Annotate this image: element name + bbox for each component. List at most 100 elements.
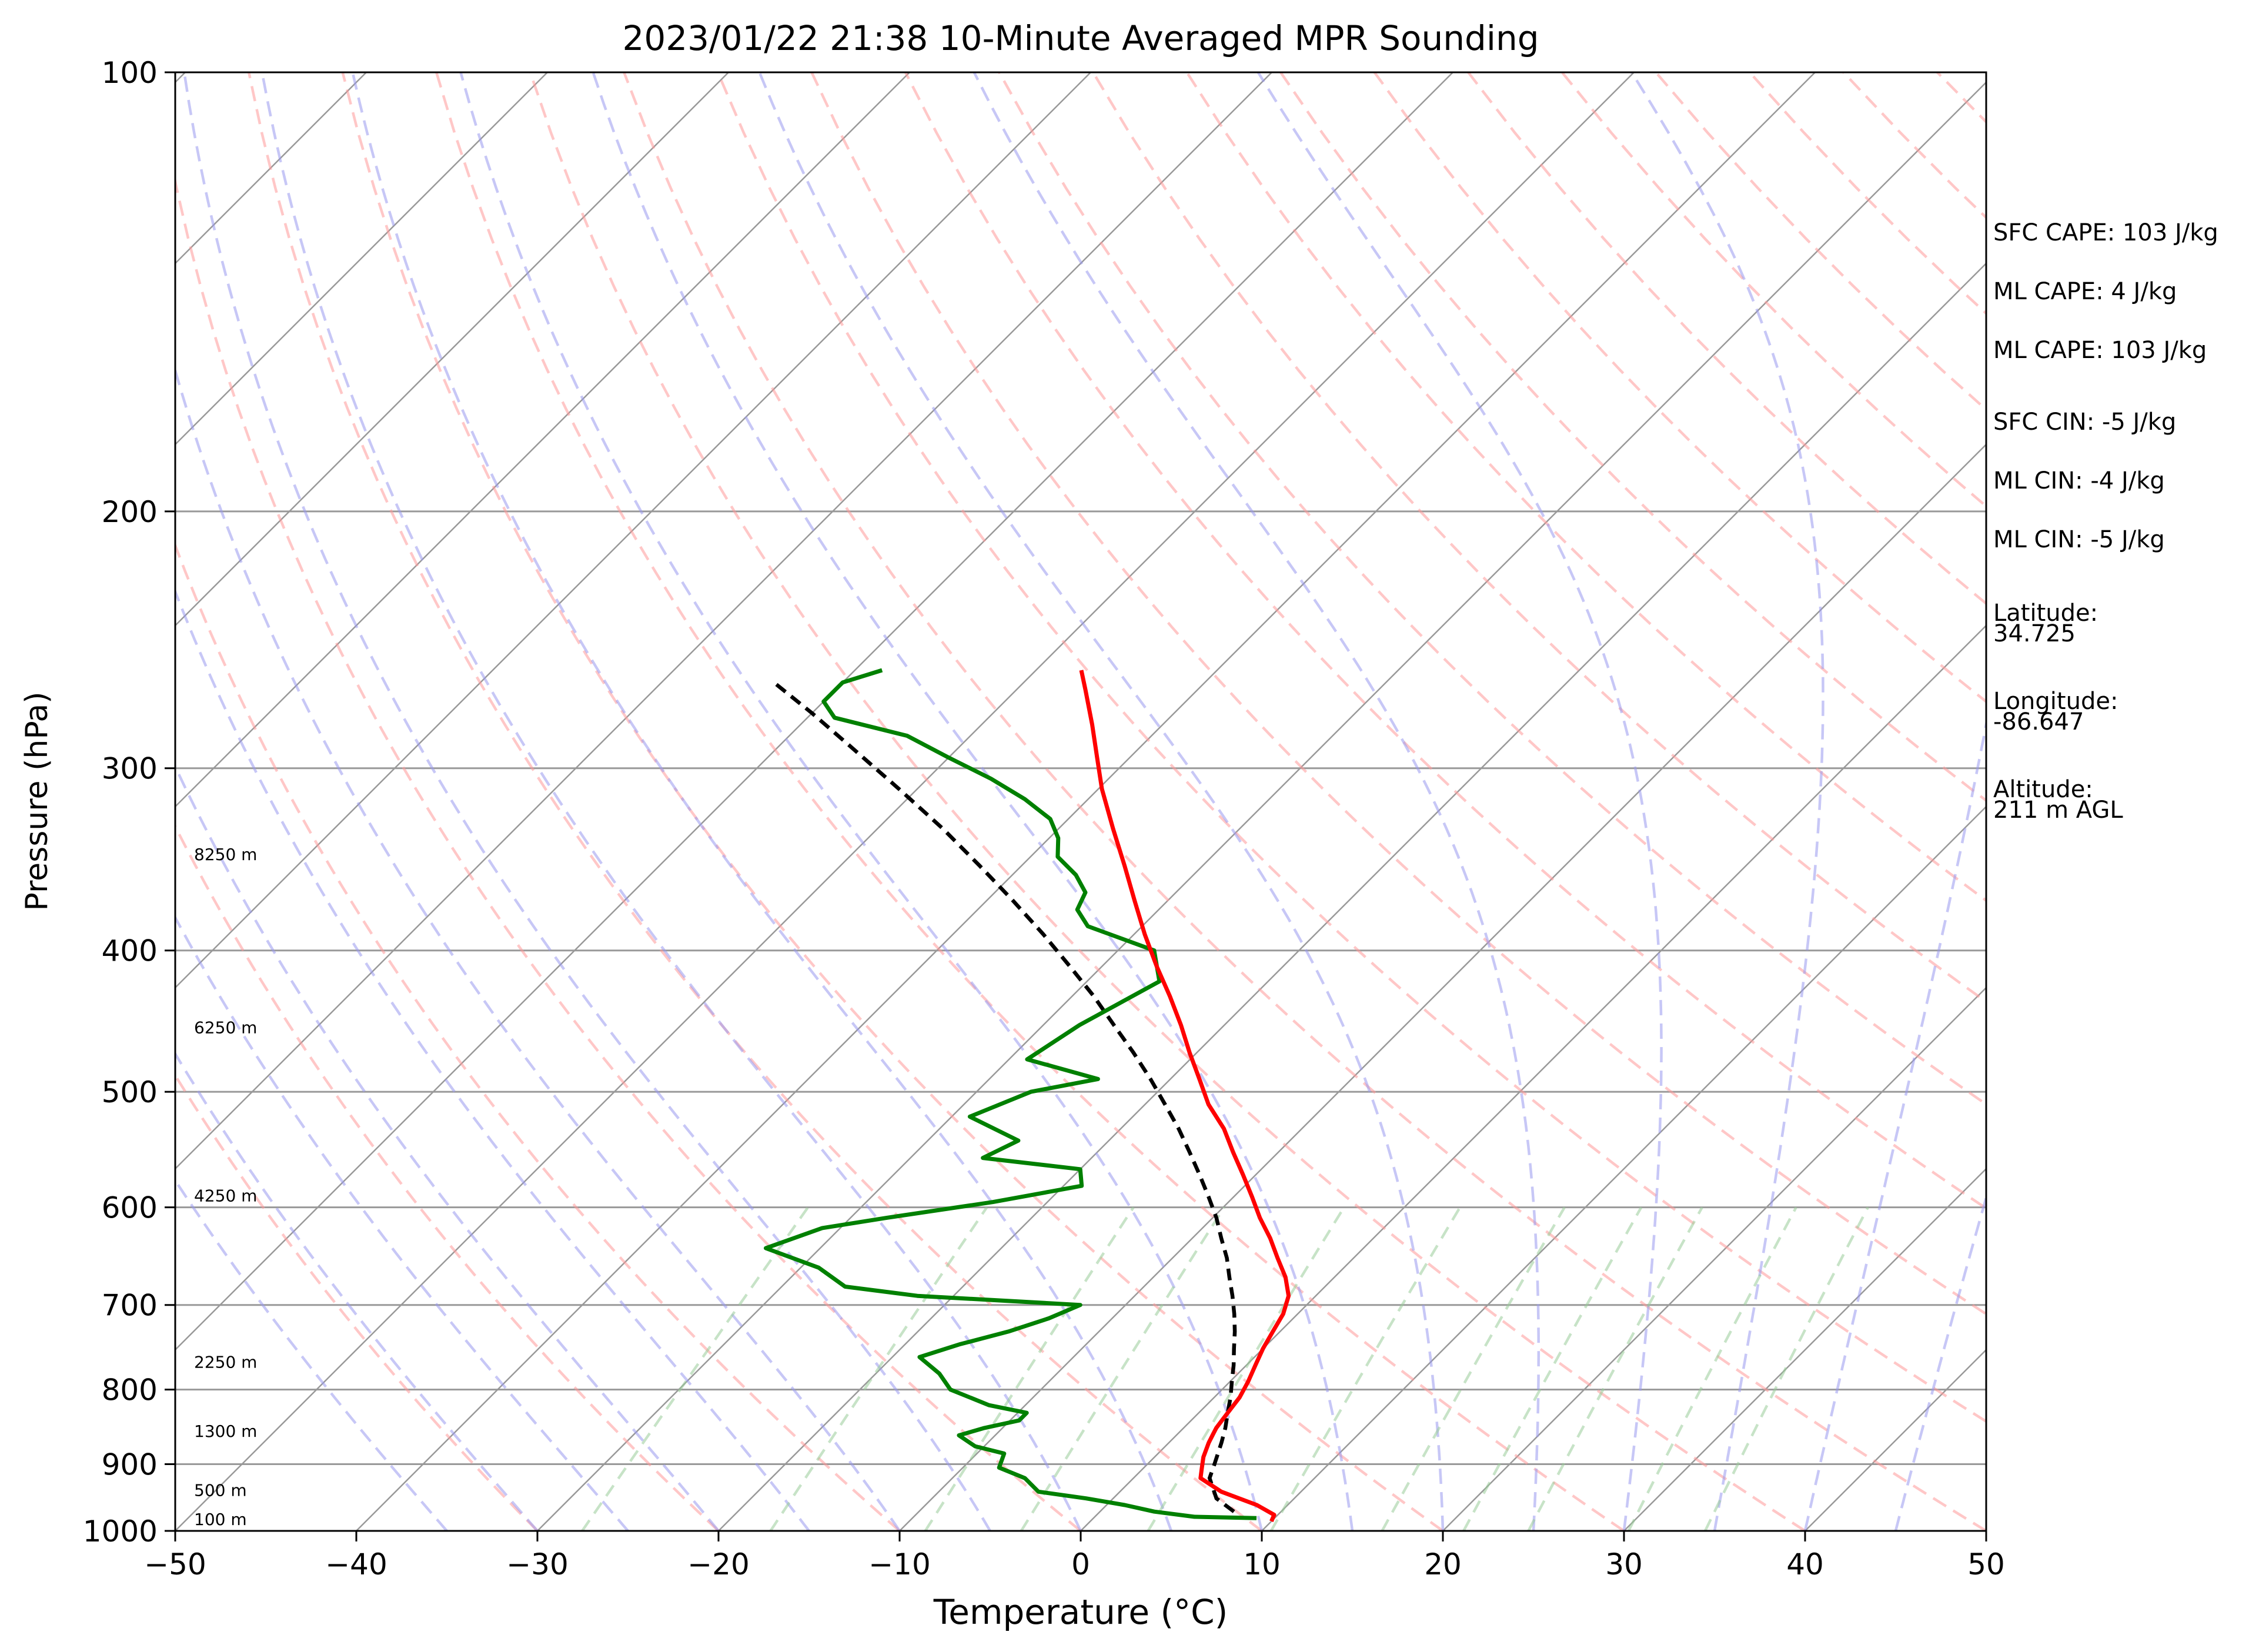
isotherm-line bbox=[175, 72, 1453, 1351]
moist-adiabat-line bbox=[973, 72, 1540, 1531]
moist-adiabat-line bbox=[183, 72, 991, 1531]
altitude-label: Altitude: bbox=[1993, 776, 2093, 803]
dry-adiabat-line bbox=[904, 72, 1986, 1210]
dry-adiabat-line bbox=[175, 541, 901, 1531]
height-label: 8250 m bbox=[194, 845, 257, 864]
longitude-label: Longitude: bbox=[1993, 688, 2118, 715]
height-label: 6250 m bbox=[194, 1018, 257, 1037]
isotherm-line bbox=[175, 72, 1635, 1531]
isotherm-line bbox=[1080, 624, 1986, 1531]
chart-title: 2023/01/22 21:38 10-Minute Averaged MPR … bbox=[622, 18, 1539, 58]
mixing-ratio-line bbox=[581, 1206, 810, 1531]
y-tick-label: 400 bbox=[102, 934, 158, 968]
isotherm-line bbox=[1261, 805, 1986, 1531]
moist-adiabat-line bbox=[1803, 717, 1986, 1531]
mixing-ratio-line bbox=[1527, 1206, 1703, 1531]
latitude-value: 34.725 bbox=[1993, 620, 2076, 647]
x-tick-label: 10 bbox=[1243, 1547, 1281, 1581]
y-axis-label: Pressure (hPa) bbox=[19, 692, 55, 911]
dry-adiabat-line bbox=[998, 72, 1986, 1106]
moist-adiabat-line bbox=[1630, 72, 1824, 1531]
x-tick-label: 20 bbox=[1424, 1547, 1462, 1581]
x-tick-label: −20 bbox=[687, 1547, 750, 1581]
isotherm-line bbox=[356, 72, 1816, 1531]
axis-ticks: −50 −40 −30 −20 −10 0 10 20 30 40 50 100 200 300 400 50… bbox=[83, 56, 2005, 1581]
stat-ml-cin-2: ML CIN: -5 J/kg bbox=[1993, 526, 2165, 553]
mixing-ratio-line bbox=[1147, 1206, 1345, 1531]
mixing-ratio-line bbox=[1020, 1206, 1225, 1531]
moist-adiabat-line bbox=[758, 72, 1445, 1531]
x-tick-label: −40 bbox=[325, 1547, 387, 1581]
dewpoint-profile-line bbox=[764, 668, 1257, 1520]
temperature-profile-line bbox=[1079, 670, 1291, 1523]
height-label: 500 m bbox=[194, 1480, 247, 1500]
stat-sfc-cape: SFC CAPE: 103 J/kg bbox=[1993, 219, 2218, 246]
y-tick-label: 500 bbox=[102, 1075, 158, 1109]
x-axis-label: Temperature (°C) bbox=[933, 1592, 1228, 1632]
mixing-ratio-line bbox=[769, 1206, 988, 1531]
stat-ml-cin-1: ML CIN: -4 J/kg bbox=[1993, 467, 2165, 494]
dry-adiabat-line bbox=[716, 72, 1986, 1423]
isotherm-line bbox=[718, 262, 1986, 1531]
dry-adiabat-line bbox=[1279, 72, 1986, 802]
x-tick-label: 0 bbox=[1071, 1547, 1090, 1581]
moist-adiabat-line bbox=[592, 72, 1354, 1531]
isotherm-line bbox=[175, 72, 1091, 989]
height-label: 100 m bbox=[194, 1510, 247, 1529]
dry-adiabat-line bbox=[341, 72, 1444, 1531]
height-label: 4250 m bbox=[194, 1186, 257, 1206]
height-labels: 100 m 500 m 1300 m 2250 m 4250 m 6250 m 8250 m bbox=[194, 845, 257, 1529]
dry-adiabat-line bbox=[810, 72, 1986, 1316]
isotherm-line bbox=[1623, 1168, 1986, 1531]
mixing-ratio-line bbox=[1381, 1206, 1566, 1531]
x-tick-label: 30 bbox=[1605, 1547, 1643, 1581]
moist-adiabat-line bbox=[175, 588, 810, 1531]
mixing-ratio-line bbox=[1627, 1206, 1797, 1531]
parcel-profile-line bbox=[773, 681, 1237, 1513]
x-tick-label: −50 bbox=[144, 1547, 206, 1581]
isotherm-line bbox=[175, 72, 729, 627]
isotherm-line bbox=[175, 72, 548, 446]
height-label: 1300 m bbox=[194, 1422, 257, 1441]
y-tick-label: 800 bbox=[102, 1373, 158, 1407]
dry-adiabat-line bbox=[1092, 72, 1986, 1004]
moist-adiabat-line bbox=[175, 1051, 539, 1531]
mixing-ratio-line bbox=[924, 1206, 1135, 1531]
dry-adiabat-line bbox=[435, 72, 1625, 1531]
y-tick-label: 300 bbox=[102, 752, 158, 786]
stat-ml-cape-1: ML CAPE: 4 J/kg bbox=[1993, 278, 2177, 305]
mixing-ratio-line bbox=[1462, 1206, 1643, 1531]
dry-adiabat-line bbox=[175, 823, 720, 1531]
mixing-ratio-line bbox=[1703, 1206, 1869, 1531]
x-tick-label: −30 bbox=[506, 1547, 569, 1581]
dry-adiabat-line bbox=[175, 175, 1082, 1531]
moist-adiabat-line bbox=[260, 72, 1082, 1531]
y-tick-label: 700 bbox=[102, 1289, 158, 1323]
height-label: 2250 m bbox=[194, 1352, 257, 1372]
stat-sfc-cin: SFC CIN: -5 J/kg bbox=[1993, 409, 2177, 436]
y-tick-label: 100 bbox=[102, 56, 158, 90]
longitude-value: -86.647 bbox=[1993, 708, 2084, 735]
y-tick-label: 900 bbox=[102, 1447, 158, 1482]
isotherm-line bbox=[1442, 986, 1986, 1531]
moist-adiabat-line bbox=[1894, 1192, 1986, 1531]
isotherm-line bbox=[537, 81, 1986, 1531]
dry-adiabat-line bbox=[175, 1072, 539, 1531]
reference-lines bbox=[175, 72, 1986, 1531]
y-tick-label: 1000 bbox=[83, 1514, 158, 1549]
dry-adiabat-line bbox=[529, 72, 1806, 1531]
stat-ml-cape-2: ML CAPE: 103 J/kg bbox=[1993, 337, 2207, 364]
y-tick-label: 600 bbox=[102, 1191, 158, 1225]
sounding-info-panel: SFC CAPE: 103 J/kg ML CAPE: 4 J/kg ML CA… bbox=[1993, 0, 2252, 1652]
altitude-value: 211 m AGL bbox=[1993, 797, 2123, 824]
mixing-ratio-line bbox=[1269, 1206, 1462, 1531]
isotherm-line bbox=[899, 443, 1986, 1531]
x-tick-label: −10 bbox=[868, 1547, 931, 1581]
moist-adiabat-line bbox=[175, 365, 901, 1531]
x-tick-label: 50 bbox=[1967, 1547, 2005, 1581]
moist-adiabat-line bbox=[1257, 72, 1663, 1531]
dry-adiabat-line bbox=[1373, 72, 1986, 704]
moist-adiabat-line bbox=[351, 72, 1173, 1531]
